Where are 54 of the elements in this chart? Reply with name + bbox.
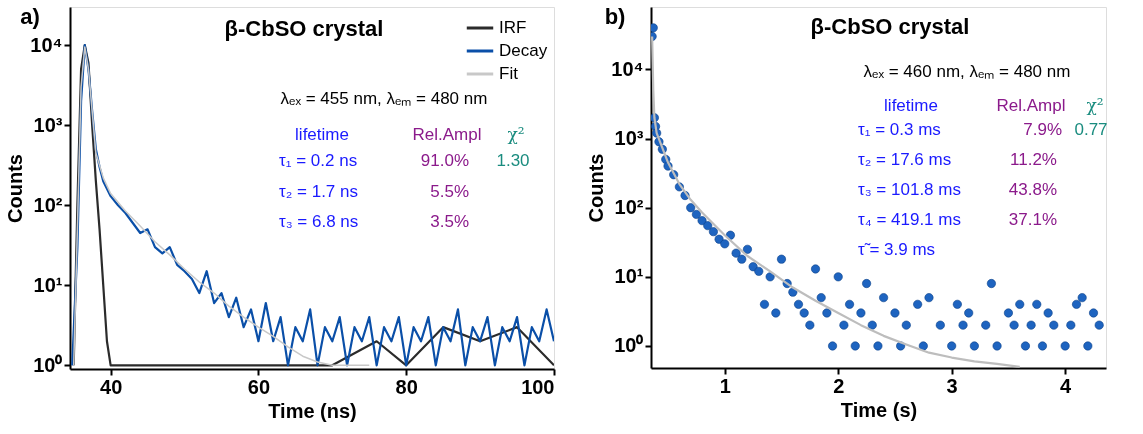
text: b) [604, 4, 626, 29]
annotation: 5.5% [430, 182, 469, 201]
annotation: 37.1% [1008, 210, 1057, 229]
x-tick-label: 40 [100, 375, 123, 398]
chart-title: β-CbSO crystal [810, 14, 970, 39]
text: a) [20, 4, 40, 29]
y-tick-label: 10¹ [33, 273, 63, 296]
annotation: 91.0% [420, 151, 469, 170]
y-axis-title: Counts [585, 153, 608, 223]
annotation: λₑₓ = 460 nm, λₑₘ = 480 nm [863, 62, 1071, 81]
y-tick-label: 10⁰ [614, 334, 644, 357]
x-axis-title: Time (s) [840, 398, 918, 421]
annotation: 3.5% [430, 212, 469, 231]
x-tick-label: 4 [1060, 374, 1073, 397]
legend-label: IRF [499, 18, 527, 37]
annotation: τ₁ = 0.3 ms [858, 120, 941, 139]
annotation: lifetime [295, 125, 349, 144]
x-tick-label: 1 [719, 374, 731, 397]
annotation: τ̃ = 3.9 ms [858, 240, 936, 259]
legend-label: Decay [499, 41, 548, 60]
x-tick-label: 2 [833, 374, 845, 397]
annotation: Rel.Ampl [412, 125, 482, 144]
x-tick-label: 3 [946, 374, 958, 397]
annotation: Rel.Ampl [996, 96, 1066, 115]
annotation: 43.8% [1008, 180, 1057, 199]
y-tick-label: 10² [33, 193, 63, 216]
annotation: lifetime [884, 96, 938, 115]
x-tick-label: 100 [521, 375, 555, 398]
annotation: τ₂ = 17.6 ms [858, 150, 952, 169]
y-tick-label: 10³ [33, 113, 63, 136]
x-tick-label: 80 [395, 375, 418, 398]
chart-title: β-CbSO crystal [224, 16, 384, 41]
annotation: χ² [507, 124, 525, 144]
x-axis-title: Time (ns) [268, 399, 357, 422]
x-tick-label: 60 [247, 375, 271, 398]
annotation: χ² [1086, 95, 1104, 115]
annotation: τ₂ = 1.7 ns [279, 182, 358, 201]
y-tick-label: 10² [614, 196, 644, 219]
annotation: τ₃ = 6.8 ns [279, 212, 359, 231]
annotation: τ₁ = 0.2 ns [279, 151, 358, 170]
annotation: 7.9% [1023, 120, 1062, 139]
annotation: 1.30 [496, 151, 530, 170]
y-tick-label: 10⁰ [33, 353, 63, 376]
y-tick-label: 10⁴ [611, 57, 644, 80]
y-tick-label: 10³ [614, 127, 644, 150]
annotation: 0.77 [1074, 120, 1108, 139]
annotation: τ₄ = 419.1 ms [858, 210, 961, 229]
legend-label: Fit [499, 64, 519, 83]
y-axis-title: Counts [4, 154, 27, 223]
annotation: 11.2% [1010, 150, 1057, 169]
y-tick-label: 10⁴ [30, 33, 63, 56]
annotation: τ₃ = 101.8 ms [858, 180, 961, 199]
annotation: λₑₓ = 455 nm, λₑₘ = 480 nm [280, 89, 488, 108]
y-tick-label: 10¹ [614, 265, 644, 288]
